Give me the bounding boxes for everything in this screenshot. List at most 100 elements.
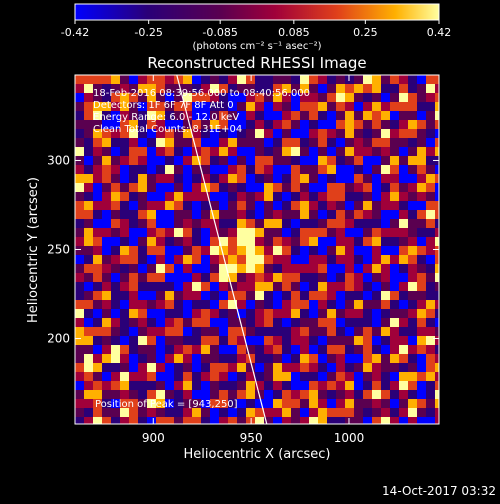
y-tick-label: 200 [47, 332, 70, 346]
heatmap-cell [309, 273, 318, 282]
heatmap-cell [93, 345, 102, 354]
heatmap-cell [309, 390, 318, 399]
heatmap-cell [435, 354, 439, 363]
heatmap-cell [228, 75, 237, 84]
heatmap-cell [390, 273, 399, 282]
heatmap-cell [408, 165, 417, 174]
heatmap-cell [102, 327, 111, 336]
heatmap-cell [327, 219, 336, 228]
heatmap-cell [264, 138, 273, 147]
heatmap-cell [291, 210, 300, 219]
heatmap-cell [282, 327, 291, 336]
heatmap-cell [435, 93, 439, 102]
heatmap-cell [309, 75, 318, 84]
heatmap-cell [381, 255, 390, 264]
heatmap-cell [408, 363, 417, 372]
heatmap-cell [426, 372, 435, 381]
heatmap-cell [399, 129, 408, 138]
heatmap-cell [138, 309, 147, 318]
heatmap-cell [390, 93, 399, 102]
heatmap-cell [417, 372, 426, 381]
heatmap-cell [255, 138, 264, 147]
heatmap-cell [165, 111, 174, 120]
heatmap-cell [93, 363, 102, 372]
heatmap-cell [435, 291, 439, 300]
heatmap-cell [372, 255, 381, 264]
heatmap-cell [354, 147, 363, 156]
heatmap-cell [417, 273, 426, 282]
heatmap-cell [390, 210, 399, 219]
heatmap-cell [318, 129, 327, 138]
heatmap-cell [120, 345, 129, 354]
heatmap-cell [192, 327, 201, 336]
heatmap-cell [327, 264, 336, 273]
heatmap-cell [309, 93, 318, 102]
heatmap-cell [273, 129, 282, 138]
heatmap-cell [300, 354, 309, 363]
heatmap-cell [327, 111, 336, 120]
heatmap-cell [75, 282, 84, 291]
heatmap-cell [336, 390, 345, 399]
heatmap-cell [372, 318, 381, 327]
heatmap-cell [174, 309, 183, 318]
heatmap-cell [327, 318, 336, 327]
heatmap-cell [75, 345, 84, 354]
heatmap-cell [156, 336, 165, 345]
heatmap-cell [390, 381, 399, 390]
heatmap-cell [147, 363, 156, 372]
heatmap-cell [318, 354, 327, 363]
heatmap-cell [336, 408, 345, 417]
heatmap-cell [264, 417, 273, 424]
heatmap-cell [156, 282, 165, 291]
heatmap-cell [129, 201, 138, 210]
heatmap-cell [309, 246, 318, 255]
heatmap-cell [228, 93, 237, 102]
heatmap-cell [174, 246, 183, 255]
heatmap-cell [390, 372, 399, 381]
heatmap-cell [84, 111, 93, 120]
heatmap-cell [129, 282, 138, 291]
heatmap-cell [309, 291, 318, 300]
heatmap-cell [147, 399, 156, 408]
heatmap-cell [183, 282, 192, 291]
heatmap-cell [84, 399, 93, 408]
heatmap-cell [282, 183, 291, 192]
heatmap-cell [246, 327, 255, 336]
heatmap-cell [129, 354, 138, 363]
heatmap-cell [354, 183, 363, 192]
heatmap-cell [183, 156, 192, 165]
heatmap-cell [102, 408, 111, 417]
heatmap-cell [273, 147, 282, 156]
heatmap-cell [192, 192, 201, 201]
heatmap-cell [381, 237, 390, 246]
heatmap-cell [336, 291, 345, 300]
heatmap-cell [291, 372, 300, 381]
heatmap-cell [201, 300, 210, 309]
heatmap-cell [354, 291, 363, 300]
heatmap-cell [93, 354, 102, 363]
heatmap-cell [372, 228, 381, 237]
heatmap-cell [408, 336, 417, 345]
heatmap-cell [300, 120, 309, 129]
heatmap-cell [408, 93, 417, 102]
heatmap-cell [192, 363, 201, 372]
heatmap-cell [183, 408, 192, 417]
heatmap-cell [201, 354, 210, 363]
heatmap-cell [327, 363, 336, 372]
heatmap-cell [426, 399, 435, 408]
x-tick-label: 900 [142, 431, 165, 445]
heatmap-cell [318, 147, 327, 156]
heatmap-cell [435, 282, 439, 291]
heatmap-cell [354, 417, 363, 424]
heatmap-cell [282, 156, 291, 165]
heatmap-cell [165, 192, 174, 201]
heatmap-cell [120, 381, 129, 390]
heatmap-cell [282, 84, 291, 93]
heatmap-cell [435, 165, 439, 174]
heatmap-cell [345, 354, 354, 363]
heatmap-cell [192, 381, 201, 390]
heatmap-cell [129, 174, 138, 183]
heatmap-cell [336, 156, 345, 165]
heatmap-cell [273, 102, 282, 111]
heatmap-cell [417, 318, 426, 327]
